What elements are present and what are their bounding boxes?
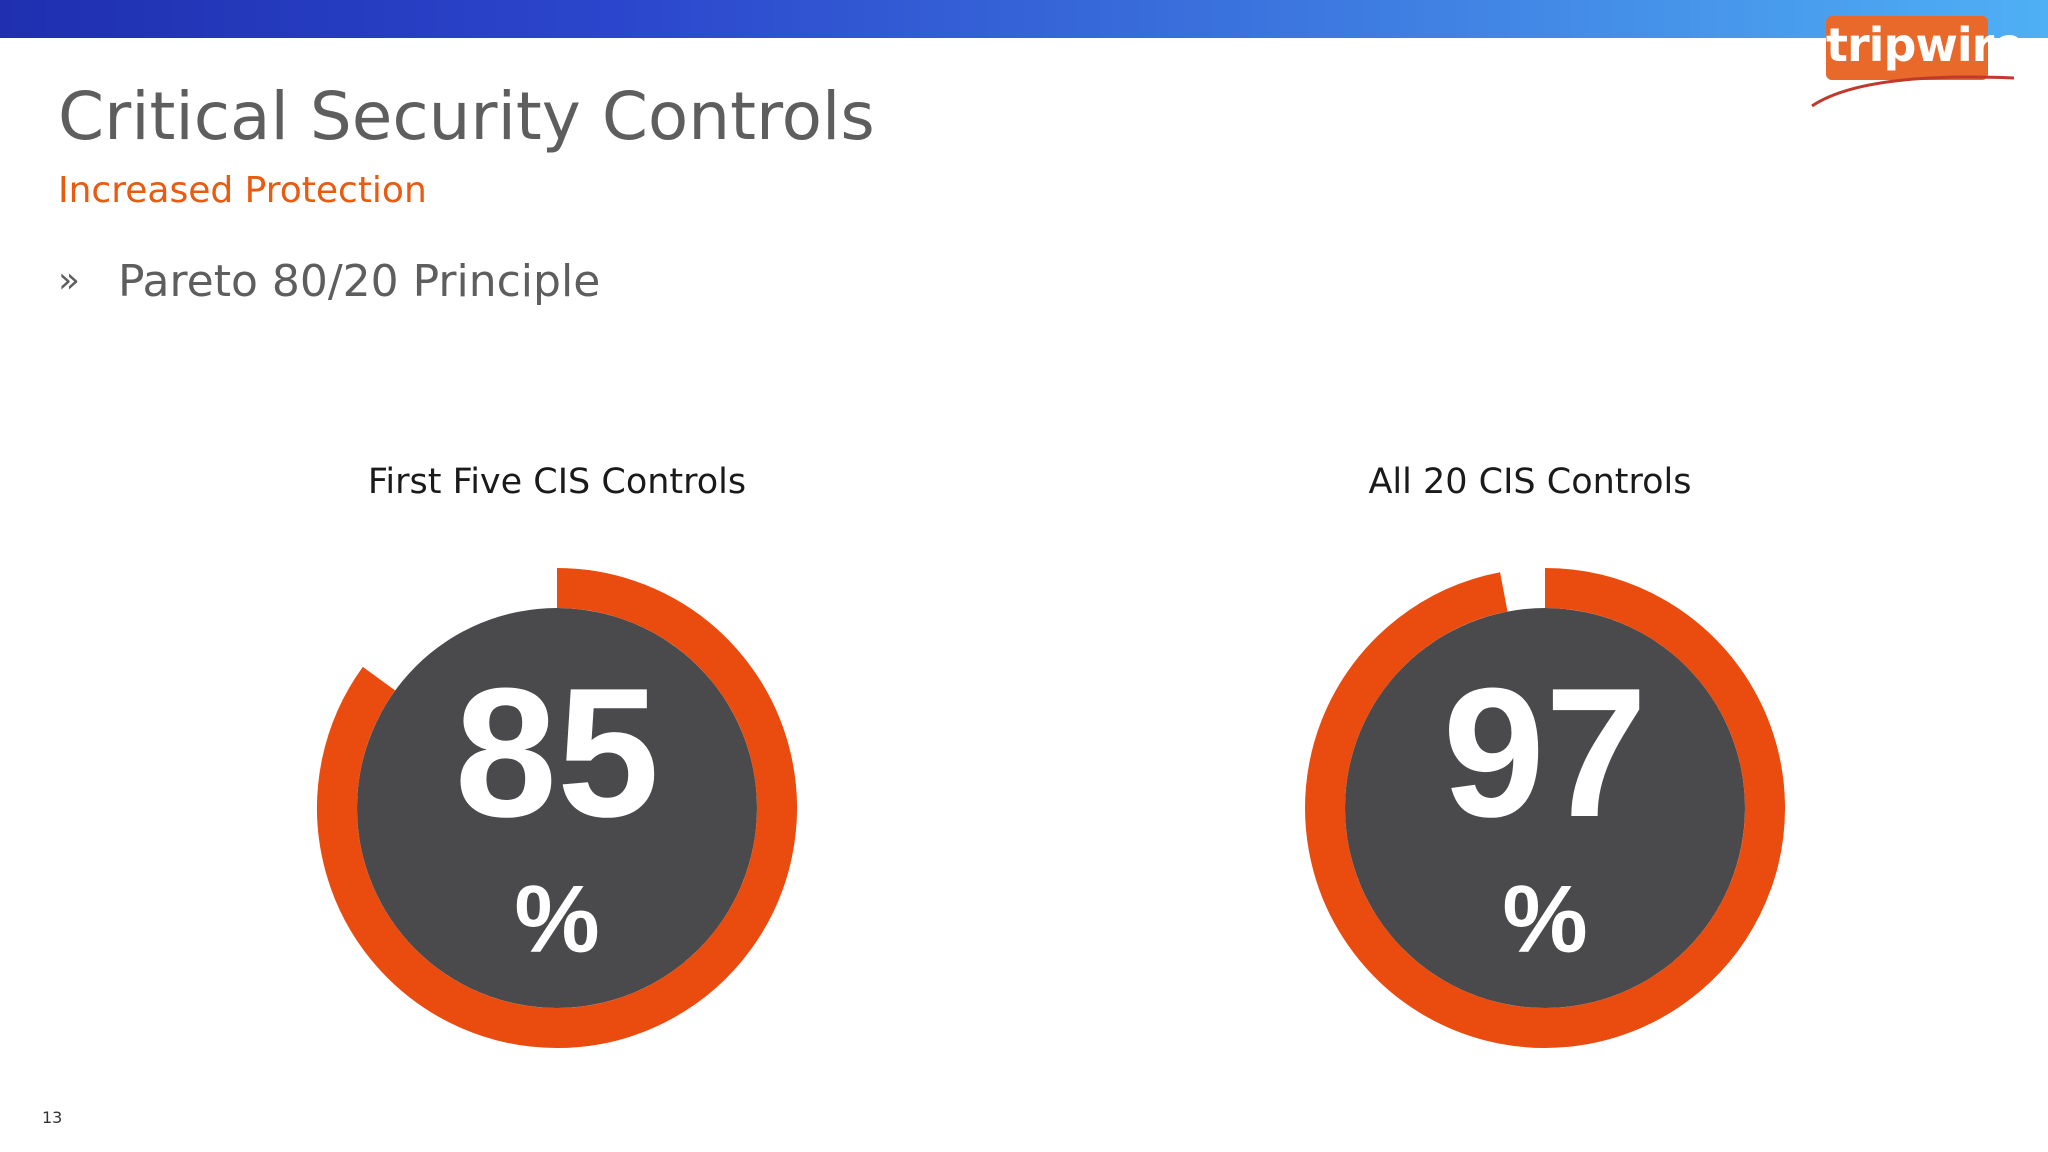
- gauge-ring-first-five: [317, 568, 797, 1048]
- gauge-disc: [1345, 608, 1745, 1008]
- gauge-progress-arc: [317, 568, 797, 1048]
- gauge-first-five: 85 %: [315, 566, 799, 1050]
- logo-swoosh-icon: [1811, 75, 2015, 108]
- page-number: 13: [42, 1108, 63, 1127]
- gauge-unit: %: [1502, 866, 1588, 973]
- header-gradient-bar: [0, 0, 2048, 38]
- bullet-item: » Pareto 80/20 Principle: [58, 256, 600, 307]
- gauge-value: 97: [1442, 649, 1648, 855]
- gauge-label-first-five: First Five CIS Controls: [367, 462, 747, 502]
- gauge-label-all-20: All 20 CIS Controls: [1368, 462, 1692, 502]
- bullet-text: Pareto 80/20 Principle: [118, 256, 601, 307]
- tripwire-logo: tripwire: [1808, 12, 2025, 108]
- gauge-all-20: 97 %: [1303, 566, 1787, 1050]
- gauge-progress-arc: [1305, 568, 1786, 1048]
- slide-title: Critical Security Controls: [58, 78, 875, 155]
- gauge-value: 85: [454, 649, 660, 855]
- bullet-glyph: »: [58, 260, 81, 301]
- gauge-unit: %: [514, 866, 600, 973]
- logo-badge: [1826, 16, 1988, 80]
- slide-subtitle: Increased Protection: [58, 170, 427, 211]
- gauge-disc: [357, 608, 757, 1008]
- gauge-ring-all-20: [1305, 568, 1786, 1048]
